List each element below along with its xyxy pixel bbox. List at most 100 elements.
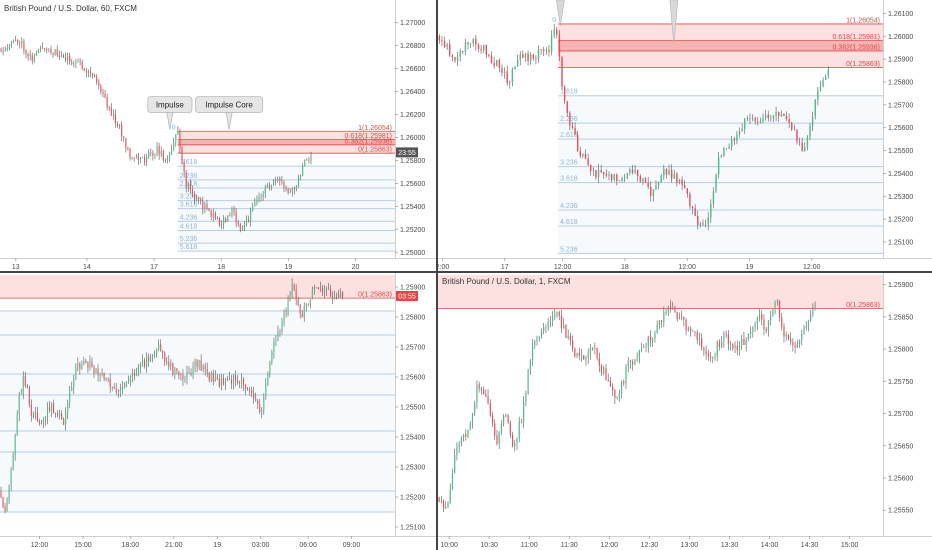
candle bbox=[783, 113, 785, 117]
chart-panel-gbpusd-60-daily[interactable]: 1.6182.2362.6183.2363.6184.2364.6185.236… bbox=[0, 0, 437, 272]
candle bbox=[652, 337, 654, 348]
candle bbox=[589, 343, 592, 360]
candle bbox=[496, 429, 498, 446]
candle bbox=[309, 299, 311, 309]
candle bbox=[620, 380, 623, 399]
fib-core-zone bbox=[177, 139, 395, 145]
x-tick-label: 19 bbox=[213, 542, 221, 549]
candle bbox=[665, 308, 667, 316]
candle bbox=[442, 499, 445, 513]
candle bbox=[258, 192, 260, 203]
chart-panel-gbpusd-intraday[interactable]: 0(1.25863) 1.25900 1.25800 1.25700 1.25600 1.… bbox=[0, 273, 437, 550]
chart-svg[interactable]: 0(1.25863) 1.25900 1.25800 1.25700 1.25600 1.… bbox=[0, 273, 437, 550]
chart-svg[interactable]: 1.6182.2362.6183.2363.6184.2364.6185.236… bbox=[0, 0, 437, 272]
candle bbox=[35, 50, 37, 56]
candle bbox=[757, 117, 759, 126]
candle bbox=[716, 340, 718, 362]
chart-svg[interactable]: 1.6182.2362.6183.2363.6184.2364.6185.236… bbox=[438, 0, 932, 272]
candle bbox=[459, 48, 461, 62]
candle bbox=[73, 374, 75, 395]
candle bbox=[154, 350, 156, 359]
candle bbox=[277, 176, 279, 183]
candle bbox=[673, 169, 675, 179]
candle bbox=[712, 356, 714, 364]
candle bbox=[819, 80, 822, 92]
callout-pointer[interactable] bbox=[556, 0, 565, 27]
candle bbox=[814, 301, 816, 311]
candle bbox=[809, 122, 811, 141]
x-tick-label: 11:30 bbox=[561, 542, 578, 549]
candle bbox=[518, 416, 520, 443]
chart-panel-gbpusd-1min[interactable]: 0(1.25863) British Pound / U.S. Dollar, 1… bbox=[438, 273, 932, 550]
candle bbox=[485, 389, 487, 398]
candle bbox=[194, 358, 196, 373]
candle bbox=[745, 337, 747, 352]
candle bbox=[125, 381, 127, 388]
chart-panel-gbpusd-60-zoom[interactable]: 1.618 2.236 2.618 3.236 3.618 4.236 4.618 5.236… bbox=[438, 0, 932, 272]
y-tick-label: 1.26000 bbox=[888, 34, 913, 41]
candle bbox=[730, 136, 733, 151]
candle bbox=[189, 179, 191, 194]
candle bbox=[566, 100, 568, 118]
fib-extension-label: 1.618 bbox=[560, 89, 578, 96]
y-tick-label: 1.26000 bbox=[400, 135, 425, 142]
candle bbox=[220, 374, 222, 391]
callout-impulse[interactable]: Impulse bbox=[147, 96, 193, 130]
candle bbox=[697, 210, 699, 230]
vertical-divider[interactable] bbox=[436, 0, 438, 550]
candle bbox=[42, 416, 45, 428]
candle bbox=[610, 173, 613, 183]
candle bbox=[616, 396, 618, 400]
candle bbox=[569, 332, 571, 346]
svg-text:Impulse: Impulse bbox=[156, 101, 185, 110]
candle bbox=[148, 149, 150, 160]
candle bbox=[540, 49, 542, 55]
candle bbox=[174, 366, 176, 380]
candle bbox=[212, 208, 214, 222]
candle bbox=[208, 371, 210, 383]
candle bbox=[117, 388, 119, 398]
candle bbox=[71, 381, 73, 392]
candle bbox=[200, 354, 202, 372]
candle bbox=[516, 437, 518, 450]
chart-svg[interactable]: 0(1.25863) British Pound / U.S. Dollar, 1… bbox=[438, 273, 932, 550]
fib-anchor-label: 0 bbox=[552, 17, 556, 24]
candle bbox=[657, 181, 660, 190]
candle bbox=[605, 169, 608, 178]
candle bbox=[48, 400, 51, 413]
callout-pointer[interactable] bbox=[669, 0, 679, 45]
candle bbox=[79, 57, 81, 66]
candle bbox=[770, 310, 772, 326]
y-tick-label: 1.25500 bbox=[400, 405, 425, 412]
candle bbox=[160, 339, 162, 352]
candle bbox=[210, 209, 212, 221]
candle bbox=[464, 38, 467, 56]
candle bbox=[293, 283, 295, 292]
candle bbox=[46, 47, 48, 54]
y-tick-label: 1.25700 bbox=[888, 102, 913, 109]
candle bbox=[119, 124, 121, 129]
y-tick-label: 1.25300 bbox=[400, 465, 425, 472]
candle bbox=[752, 325, 754, 338]
candle bbox=[698, 332, 701, 346]
candle bbox=[192, 362, 194, 380]
candle bbox=[520, 418, 523, 424]
candle bbox=[250, 207, 252, 227]
candle bbox=[563, 318, 565, 329]
candle bbox=[232, 374, 235, 390]
fib-extension-label: 3.618 bbox=[560, 176, 578, 183]
candle bbox=[636, 352, 638, 363]
candle bbox=[801, 329, 803, 346]
candle bbox=[503, 67, 506, 79]
candle bbox=[681, 176, 683, 191]
candle bbox=[83, 356, 85, 366]
candle bbox=[687, 326, 689, 332]
candle bbox=[652, 189, 655, 202]
callout-impulse-core[interactable]: Impulse Core bbox=[195, 96, 264, 130]
candle bbox=[503, 413, 505, 427]
candle bbox=[58, 50, 60, 61]
candle bbox=[54, 49, 56, 56]
candle bbox=[824, 74, 827, 80]
candles bbox=[438, 299, 816, 513]
horizontal-divider[interactable] bbox=[0, 271, 932, 273]
